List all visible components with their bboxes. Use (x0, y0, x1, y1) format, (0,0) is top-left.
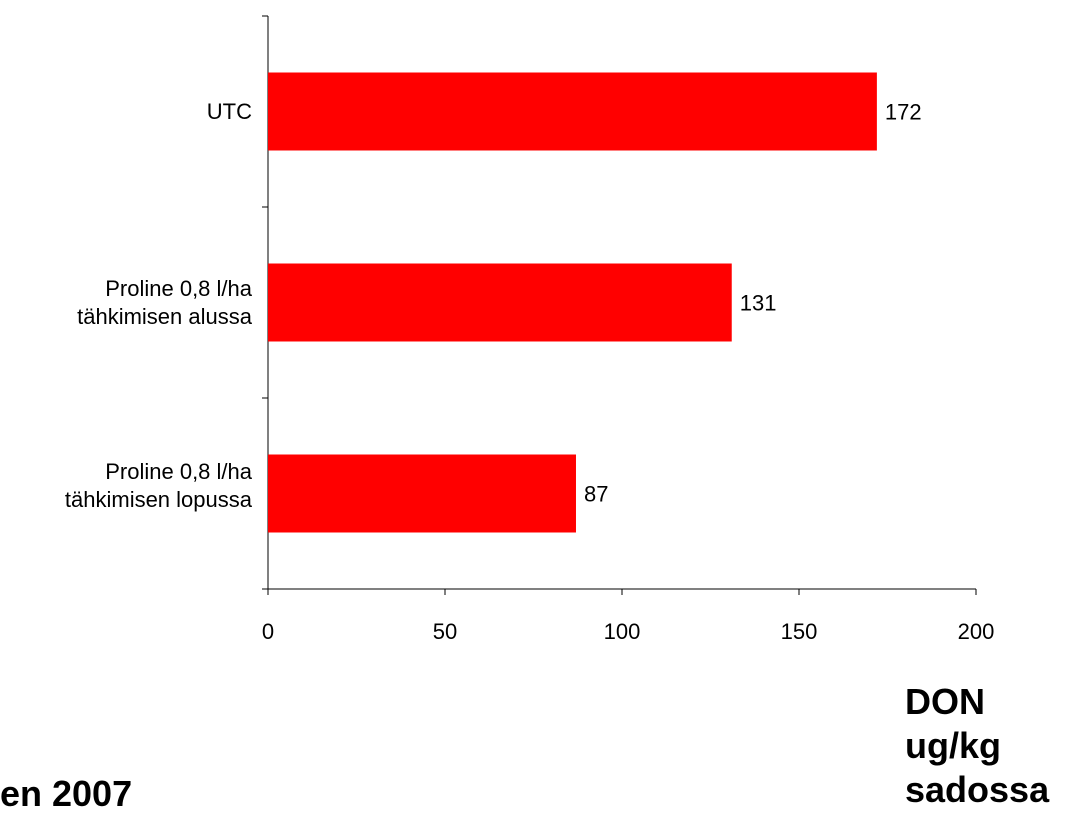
x-tick-label: 50 (433, 619, 457, 644)
x-tick-label: 200 (958, 619, 995, 644)
category-label-proline-lopussa: Proline 0,8 l/ha tähkimisen lopussa (0, 458, 252, 514)
bar (268, 454, 576, 533)
category-label-line: UTC (206, 99, 252, 124)
chart-value-labels: 172 131 87 (584, 100, 922, 507)
x-tick-label: 100 (604, 619, 641, 644)
x-tick-label: 0 (262, 619, 274, 644)
x-axis-unit-line: DON (905, 681, 985, 722)
bar-value-label: 131 (740, 291, 777, 316)
x-axis-unit-line: sadossa (905, 769, 1050, 810)
bar (268, 72, 877, 151)
bar-value-label: 172 (885, 100, 922, 125)
category-label-line: Proline 0,8 l/ha (105, 459, 252, 484)
x-axis-unit-label: DON ug/kg sadossa (905, 680, 1049, 812)
bar-value-label: 87 (584, 482, 608, 507)
chart-bars (268, 72, 877, 533)
chart-x-tick-labels: 0 50 100 150 200 (262, 619, 994, 644)
bar (268, 263, 732, 342)
category-label-line: tähkimisen lopussa (64, 487, 252, 512)
x-axis-unit-line: ug/kg (905, 725, 1001, 766)
category-label-utc: UTC (0, 98, 252, 126)
x-tick-label: 150 (781, 619, 818, 644)
category-label-line: tähkimisen alussa (77, 304, 252, 329)
footer-year-text: en 2007 (0, 773, 133, 814)
category-label-proline-alussa: Proline 0,8 l/ha tähkimisen alussa (0, 275, 252, 331)
category-label-line: Proline 0,8 l/ha (105, 276, 252, 301)
